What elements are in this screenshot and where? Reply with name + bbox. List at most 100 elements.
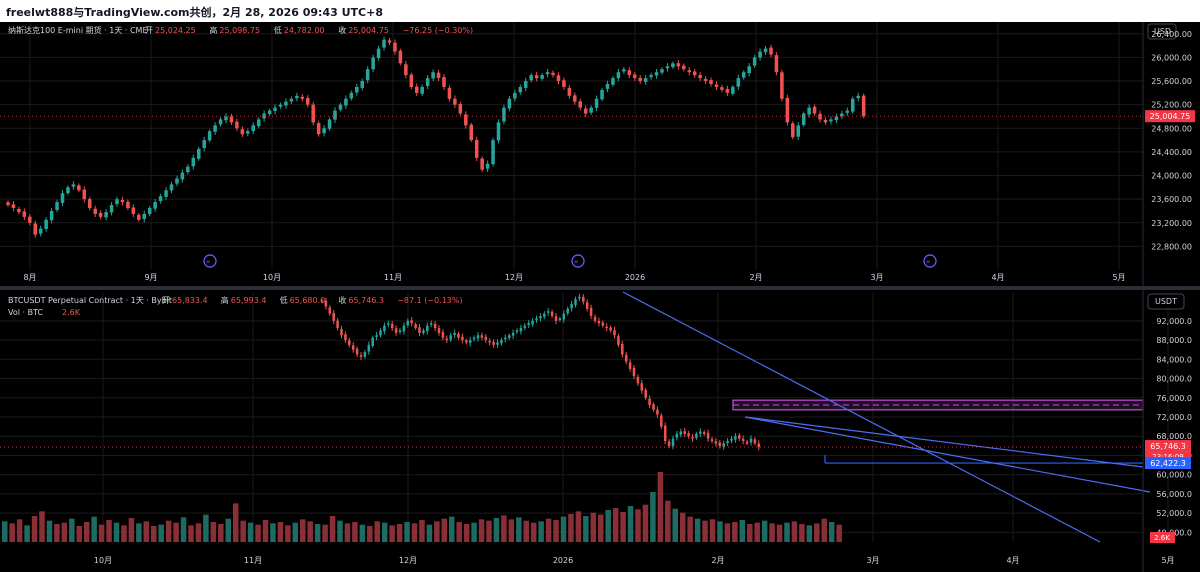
candle-body	[660, 415, 663, 427]
candle	[652, 402, 655, 412]
candle	[82, 186, 87, 203]
candle-body	[699, 431, 702, 434]
volume-bar	[486, 520, 492, 542]
volume-tag-label: 2.6K	[1154, 534, 1170, 542]
volume-bar	[679, 512, 686, 542]
candle	[418, 323, 421, 337]
candle-body	[394, 328, 398, 333]
candle-body	[365, 69, 370, 81]
currency-button-usd[interactable]	[1147, 23, 1177, 40]
volume-bar	[590, 512, 597, 542]
candle-body	[464, 114, 468, 126]
candle	[757, 440, 761, 451]
candle	[104, 209, 108, 221]
candle	[679, 428, 683, 438]
y-tick-label: 25,600.00	[1151, 77, 1192, 86]
x-tick-label: 12月	[505, 273, 523, 282]
candle	[523, 323, 527, 331]
candle	[449, 332, 452, 343]
candle	[628, 359, 632, 372]
candle	[812, 104, 817, 116]
candle-body	[273, 107, 277, 111]
volume-bar	[69, 518, 75, 542]
top-legend-title: 纳斯达克100 E-mini 期货 · 1天 · CME	[8, 25, 148, 35]
candle	[850, 96, 855, 114]
event-marker-icon[interactable]: »	[203, 254, 217, 268]
volume-bar	[173, 522, 179, 542]
candle	[627, 67, 632, 79]
candle-body	[180, 172, 185, 180]
candle	[714, 81, 719, 91]
candle-body	[567, 87, 572, 96]
candle	[774, 52, 779, 76]
candle	[818, 110, 822, 123]
candle-body	[376, 48, 381, 59]
candle	[769, 44, 773, 58]
candle	[648, 395, 651, 409]
candle	[371, 54, 375, 73]
candle	[131, 204, 136, 218]
volume-bar	[240, 520, 246, 542]
candle	[558, 316, 562, 322]
candle-body	[6, 202, 10, 206]
ohlc-change: −87.1 (−0.13%)	[397, 296, 462, 305]
candle-body	[593, 316, 597, 321]
candle-body	[295, 95, 299, 99]
volume-bar	[769, 523, 775, 542]
y-tick-label: 22,800.00	[1151, 242, 1192, 251]
candle-body	[675, 433, 679, 438]
candle	[692, 68, 697, 78]
event-marker-icon[interactable]: »	[923, 254, 937, 268]
candle-body	[535, 318, 538, 321]
candle-body	[511, 332, 515, 336]
candle	[780, 69, 784, 102]
chart-canvas[interactable]: 纳斯达克100 E-mini 期货 · 1天 · CME 开 25,024.25 高…	[0, 22, 1200, 572]
candle-body	[344, 98, 348, 106]
candle-body	[82, 189, 87, 200]
candle-body	[812, 106, 817, 114]
candle-body	[749, 438, 753, 443]
volume-bar	[612, 508, 619, 542]
candle	[621, 340, 624, 358]
candle	[344, 95, 348, 109]
candle-body	[360, 81, 365, 88]
candle-body	[597, 320, 601, 324]
candle	[447, 85, 452, 102]
trendline-minor	[744, 416, 1151, 493]
volume-bar	[836, 524, 842, 542]
candle-body	[523, 81, 528, 88]
candle	[355, 346, 359, 357]
candle	[613, 326, 616, 339]
candle-body	[562, 313, 566, 320]
currency-button-usdt[interactable]	[1147, 293, 1185, 310]
svg-text:»: »	[206, 258, 210, 266]
candle	[738, 433, 741, 441]
volume-bar	[434, 521, 440, 542]
event-marker-icon[interactable]: »	[571, 254, 585, 268]
candle-body	[801, 113, 806, 125]
candle-body	[534, 75, 539, 79]
candle-body	[589, 107, 593, 113]
candle	[60, 190, 65, 207]
volume-bar	[508, 519, 515, 542]
candle	[382, 36, 386, 51]
candle	[663, 422, 667, 445]
candle-body	[240, 129, 245, 135]
candle	[698, 72, 702, 82]
candle-body	[676, 63, 681, 67]
candle	[442, 74, 446, 90]
candle	[643, 75, 648, 85]
candle	[186, 164, 190, 175]
y-tick-label: 88,000.0	[1156, 336, 1192, 345]
candle-body	[11, 204, 16, 208]
candle-body	[554, 316, 558, 321]
candle-body	[714, 441, 718, 444]
candle-body	[741, 438, 745, 442]
candle-body	[348, 340, 351, 345]
candle	[229, 113, 234, 125]
candle	[453, 329, 456, 339]
candle-body	[488, 341, 491, 343]
candle-body	[496, 122, 501, 141]
candle	[695, 431, 698, 440]
x-tick-label: 3月	[870, 273, 883, 282]
